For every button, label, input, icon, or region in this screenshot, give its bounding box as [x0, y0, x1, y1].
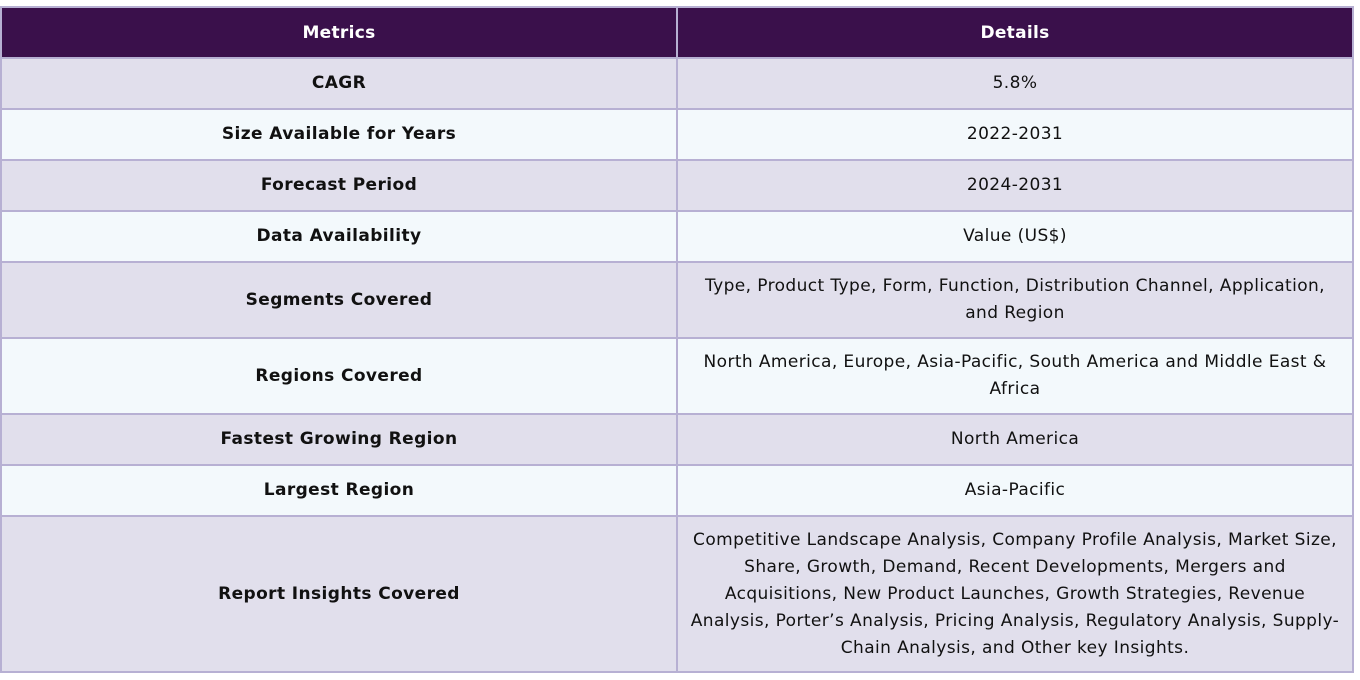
table-row: Forecast Period 2024-2031	[0, 159, 1354, 212]
metric-cell: Size Available for Years	[0, 108, 678, 161]
detail-cell: Type, Product Type, Form, Function, Dist…	[676, 261, 1354, 339]
metric-cell: Data Availability	[0, 210, 678, 263]
detail-cell: North America, Europe, Asia-Pacific, Sou…	[676, 337, 1354, 415]
table-row: Segments Covered Type, Product Type, For…	[0, 261, 1354, 339]
table-header-row: Metrics Details	[0, 6, 1354, 59]
metrics-table: Metrics Details CAGR 5.8% Size Available…	[0, 6, 1354, 673]
detail-cell: North America	[676, 413, 1354, 466]
header-metrics: Metrics	[0, 6, 678, 59]
table-row: Regions Covered North America, Europe, A…	[0, 337, 1354, 415]
header-details: Details	[676, 6, 1354, 59]
metric-cell: Fastest Growing Region	[0, 413, 678, 466]
metrics-table-container: Metrics Details CAGR 5.8% Size Available…	[0, 6, 1354, 673]
table-row: Data Availability Value (US$)	[0, 210, 1354, 263]
detail-cell: 2022-2031	[676, 108, 1354, 161]
metric-cell: Forecast Period	[0, 159, 678, 212]
detail-cell: Asia-Pacific	[676, 464, 1354, 517]
detail-cell: Value (US$)	[676, 210, 1354, 263]
metric-cell: Regions Covered	[0, 337, 678, 415]
detail-cell: Competitive Landscape Analysis, Company …	[676, 515, 1354, 673]
table-row: Report Insights Covered Competitive Land…	[0, 515, 1354, 673]
detail-cell: 2024-2031	[676, 159, 1354, 212]
metric-cell: Segments Covered	[0, 261, 678, 339]
table-row: Fastest Growing Region North America	[0, 413, 1354, 466]
metric-cell: CAGR	[0, 57, 678, 110]
table-row: Largest Region Asia-Pacific	[0, 464, 1354, 517]
metric-cell: Largest Region	[0, 464, 678, 517]
table-row: CAGR 5.8%	[0, 57, 1354, 110]
detail-cell: 5.8%	[676, 57, 1354, 110]
metric-cell: Report Insights Covered	[0, 515, 678, 673]
table-row: Size Available for Years 2022-2031	[0, 108, 1354, 161]
